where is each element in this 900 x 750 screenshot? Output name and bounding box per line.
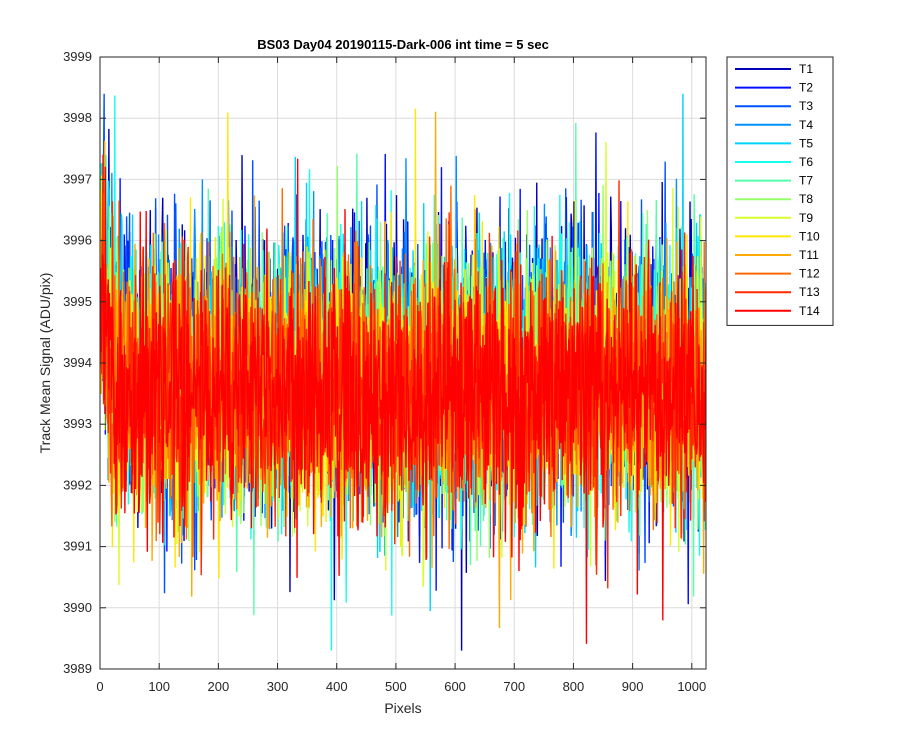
axis-ticks: 0 100 200 300 400 500 600 700 800 900 1000 3989 3990… bbox=[63, 49, 706, 694]
x-tick-label: 900 bbox=[622, 679, 644, 694]
legend-entry-t1: T1 bbox=[799, 62, 813, 76]
y-tick-label: 3990 bbox=[63, 600, 92, 615]
y-tick-label: 3994 bbox=[63, 355, 92, 370]
x-tick-label: 100 bbox=[148, 679, 170, 694]
y-tick-label: 3993 bbox=[63, 416, 92, 431]
x-tick-label: 0 bbox=[96, 679, 103, 694]
legend-entry-t10: T10 bbox=[799, 229, 820, 243]
legend: T1 T2 T3 T4 T5 T6 T7 T8 T9 T10 T11 T12 T13 T14 bbox=[726, 56, 834, 326]
x-axis-label: Pixels bbox=[384, 700, 421, 716]
y-tick-label: 3989 bbox=[63, 661, 92, 676]
legend-entry-t11: T11 bbox=[799, 248, 819, 262]
legend-entry-t2: T2 bbox=[799, 81, 813, 95]
legend-entry-t6: T6 bbox=[799, 155, 813, 169]
x-tick-label: 400 bbox=[326, 679, 348, 694]
legend-box bbox=[726, 56, 834, 326]
legend-entry-t7: T7 bbox=[799, 174, 813, 188]
legend-entry-t12: T12 bbox=[799, 267, 820, 281]
y-tick-label: 3997 bbox=[63, 171, 92, 186]
y-tick-label: 3999 bbox=[63, 49, 92, 64]
legend-entry-t13: T13 bbox=[799, 285, 820, 299]
y-tick-label: 3998 bbox=[63, 110, 92, 125]
x-tick-label: 500 bbox=[385, 679, 407, 694]
x-tick-label: 300 bbox=[267, 679, 289, 694]
x-tick-label: 600 bbox=[444, 679, 466, 694]
y-axis-label: Track Mean Signal (ADU/pix) bbox=[37, 273, 53, 454]
y-tick-label: 3991 bbox=[63, 539, 92, 554]
chart-title: BS03 Day04 20190115-Dark-006 int time = … bbox=[257, 37, 549, 52]
legend-entry-t3: T3 bbox=[799, 99, 813, 113]
legend-entry-t5: T5 bbox=[799, 136, 813, 150]
x-tick-label: 1000 bbox=[677, 679, 706, 694]
legend-entry-t4: T4 bbox=[799, 118, 813, 132]
series-line-t14 bbox=[100, 158, 706, 644]
x-tick-label: 700 bbox=[503, 679, 525, 694]
y-tick-label: 3995 bbox=[63, 294, 92, 309]
y-tick-label: 3992 bbox=[63, 477, 92, 492]
series-layer bbox=[100, 93, 706, 651]
legend-entry-t14: T14 bbox=[799, 304, 820, 318]
x-tick-label: 200 bbox=[208, 679, 230, 694]
x-tick-label: 800 bbox=[563, 679, 585, 694]
legend-entry-t9: T9 bbox=[799, 211, 813, 225]
legend-entry-t8: T8 bbox=[799, 192, 813, 206]
y-tick-label: 3996 bbox=[63, 233, 92, 248]
